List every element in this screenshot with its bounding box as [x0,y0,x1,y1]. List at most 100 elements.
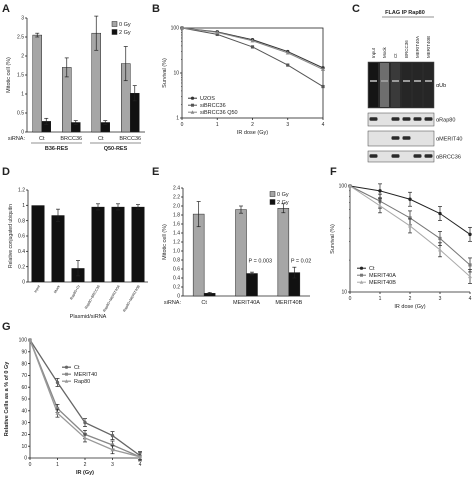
legend-swatch [111,21,118,27]
ub-band [370,80,377,82]
x-tick-label: 0 [181,122,184,128]
protein-band [369,117,378,121]
protein-band [369,154,378,158]
y-tick-label: 2.2 [173,195,180,201]
category-label: BRCC36 [60,136,82,142]
legend-label: Rap80 [74,379,90,385]
legend-marker [191,103,194,107]
panel-label-c: C [352,3,360,15]
bar-0-gy [32,34,42,133]
bar-0-gy [235,209,247,297]
group-label: B36-RES [45,146,69,152]
data-point [286,63,290,67]
y-tick-label: 2.4 [173,186,180,192]
y-tick-label: 30 [21,420,27,426]
category-label: Mock [53,284,61,294]
ub-band [403,80,410,82]
y-tick-label: 0.8 [173,258,180,264]
legend-marker [359,266,364,270]
bar [111,206,125,282]
data-point [408,197,412,201]
data-point [378,203,382,208]
y-tick-label: 0.5 [17,111,24,117]
y-tick-label: 100 [19,338,28,344]
data-point [215,30,220,34]
y-axis-label: Survival (%) [330,224,336,254]
bar [51,215,65,282]
y-tick-label: 1.6 [173,222,180,228]
blot-antibody-label: αRap80 [436,118,455,124]
legend-swatch [269,191,276,197]
x-tick-label: 1 [379,296,382,302]
y-tick-label: 1.2 [18,188,25,194]
blot-strip [367,150,435,163]
x-axis-label: IR dose (Gy) [237,130,268,136]
x-tick-label: 1 [56,462,59,468]
y-axis-label: Mitotic cell (%) [6,57,12,93]
y-tick-label: 1 [22,203,25,209]
x-axis-label: IR (Gy) [76,470,94,476]
y-tick-label: 3 [21,16,24,22]
panel-label-e: E [152,166,159,178]
y-tick-label: 0.8 [18,218,25,224]
protein-band [424,154,433,158]
legend-swatch [269,199,276,205]
y-tick-label: 0 [22,280,25,286]
lane-label: Input [371,47,376,58]
y-axis-label: Relative Cells as a % of 0 Gy [4,361,10,437]
x-tick-label: 3 [439,296,442,302]
y-tick-label: 0 [24,456,27,462]
lane-label: MERIT40A [415,36,420,58]
ub-smear-lane [391,63,400,107]
category-label: Rap80+MERIT40A [102,284,121,313]
x-tick-label: 0 [29,462,32,468]
lane-label: Ct [393,53,398,58]
data-point [468,274,472,279]
y-tick-label: 1 [21,92,24,98]
y-tick-label: 0 [177,294,180,300]
protein-band [424,117,433,121]
data-point [408,223,412,228]
ub-smear-lane [380,63,389,107]
category-label: Ct [201,300,207,306]
data-point [250,45,255,49]
y-tick-label: 10 [21,444,27,450]
blot-antibody-label: αUb [436,83,446,89]
legend-label: Ct [369,266,375,272]
series-line-sibrcc36-q50 [181,27,324,70]
legend-label: siBRCC36 Q50 [200,110,238,116]
protein-band [402,136,411,140]
data-point [408,216,412,220]
legend-marker [190,110,195,114]
legend-label: 0 Gy [119,22,131,28]
ub-smear-lane [413,63,422,107]
y-tick-label: 1.5 [17,73,24,79]
x-tick-label: 2 [251,122,254,128]
chart-d-ubiquitin: 0 0.2 0.4 0.6 0.8 1 1.2 Relative conjugated ubi… [8,188,148,320]
data-point [138,454,142,459]
chart-e-mitotic-merit40: 0 0.2 0.4 0.6 0.8 1.0 1.2 1.4 1.6 1.8 2.0 2.2 2.4 Mit… [162,186,311,306]
x-tick-label: 4 [139,462,142,468]
panel-label-d: D [2,166,10,178]
y-tick-label: 80 [21,361,27,367]
y-tick-label: 50 [21,397,27,403]
data-point [83,420,87,425]
bar [131,206,145,282]
p-value-annotation: P = 0.003 [249,258,273,264]
lane-label: MERIT40B [426,36,431,58]
data-point [215,32,219,37]
panel-label-b: B [152,3,160,15]
legend-swatch [111,29,118,35]
category-label: Ct [39,136,45,142]
legend-marker [65,372,68,376]
ub-band [392,80,399,82]
legend-label: MERIT40A [369,273,396,279]
y-tick-label: 40 [21,409,27,415]
legend-label: siBRCC36 [200,103,226,109]
lane-label: BRCC36 [404,40,409,58]
y-tick-label: 0 [21,130,24,136]
category-label: Input [33,285,40,294]
legend-label: MERIT40 [74,372,97,378]
